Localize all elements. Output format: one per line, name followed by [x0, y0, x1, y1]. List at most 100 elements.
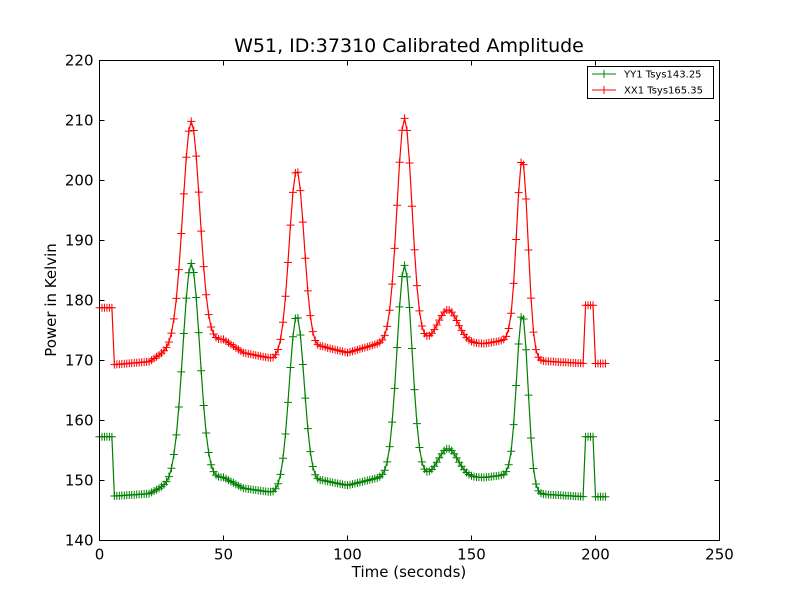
y-axis-label: Power in Kelvin	[42, 243, 60, 357]
series-xx1	[95, 114, 610, 369]
legend-label-yy1: YY1 Tsys143.25	[623, 70, 702, 81]
y-tick-label: 220	[65, 52, 94, 70]
data-point	[395, 158, 404, 167]
data-point	[395, 302, 404, 311]
data-point	[455, 321, 464, 330]
data-point	[601, 359, 610, 368]
data-point	[288, 332, 297, 341]
data-point	[296, 186, 305, 195]
data-point	[390, 384, 399, 393]
x-tick-label: 100	[333, 546, 362, 564]
data-point	[524, 245, 533, 254]
y-tick-label: 170	[65, 352, 94, 370]
data-point	[179, 329, 188, 338]
data-point	[452, 453, 461, 462]
data-point	[512, 381, 521, 390]
data-point	[393, 201, 402, 210]
data-point	[306, 311, 315, 320]
data-point	[417, 321, 426, 330]
y-tick-label: 200	[65, 172, 94, 190]
data-point	[529, 464, 538, 473]
data-point	[281, 292, 290, 301]
y-tick-label: 140	[65, 532, 94, 550]
data-point	[174, 402, 183, 411]
data-point	[519, 160, 528, 169]
data-point	[522, 345, 531, 354]
data-point	[403, 126, 412, 135]
data-point	[452, 316, 461, 325]
data-point	[207, 323, 216, 332]
data-point	[579, 492, 588, 501]
data-point	[378, 335, 387, 344]
data-point	[288, 188, 297, 197]
data-point	[380, 331, 389, 340]
data-point	[192, 293, 201, 302]
data-point	[410, 245, 419, 254]
data-point	[432, 321, 441, 330]
y-tick-label: 180	[65, 292, 94, 310]
data-point	[274, 479, 283, 488]
data-point	[519, 315, 528, 324]
data-point	[301, 254, 310, 263]
data-point	[522, 194, 531, 203]
data-point	[417, 457, 426, 466]
data-point	[507, 447, 516, 456]
data-point	[529, 328, 538, 337]
series-yy1	[95, 259, 610, 501]
data-point	[311, 336, 320, 345]
data-point	[407, 344, 416, 353]
data-point	[199, 401, 208, 410]
data-point	[407, 202, 416, 211]
data-point	[531, 345, 540, 354]
data-point	[430, 462, 439, 471]
data-point	[457, 326, 466, 335]
data-point	[187, 259, 196, 268]
data-point	[296, 330, 305, 339]
data-point	[286, 221, 295, 230]
data-point	[197, 366, 206, 375]
data-point	[514, 339, 523, 348]
legend: YY1 Tsys143.25 XX1 Tsys165.35	[587, 66, 714, 99]
data-point	[207, 460, 216, 469]
data-point	[527, 434, 536, 443]
x-axis-label: Time (seconds)	[351, 563, 467, 581]
data-point	[281, 429, 290, 438]
data-point	[405, 158, 414, 167]
data-point	[455, 458, 464, 467]
data-point	[504, 324, 513, 333]
data-point	[283, 398, 292, 407]
data-point	[174, 265, 183, 274]
x-tick-label: 0	[95, 546, 105, 564]
data-point	[403, 272, 412, 281]
data-point	[412, 281, 421, 290]
x-tick-label: 200	[581, 546, 610, 564]
data-point	[308, 462, 317, 471]
data-point	[527, 294, 536, 303]
data-point	[107, 303, 116, 312]
x-tick-label: 50	[214, 546, 233, 564]
data-point	[589, 432, 598, 441]
data-point	[405, 303, 414, 312]
data-point	[579, 359, 588, 368]
data-point	[283, 258, 292, 267]
data-point	[308, 327, 317, 336]
legend-label-xx1: XX1 Tsys165.35	[624, 86, 703, 97]
data-point	[204, 310, 213, 319]
data-point	[383, 322, 392, 331]
legend-box	[587, 66, 714, 99]
data-point	[169, 450, 178, 459]
data-point	[385, 442, 394, 451]
data-point	[301, 394, 310, 403]
data-point	[531, 480, 540, 489]
data-point	[450, 311, 459, 320]
data-point	[199, 262, 208, 271]
x-tick-label: 250	[705, 546, 734, 564]
data-point	[303, 286, 312, 295]
data-point	[184, 127, 193, 136]
data-point	[450, 449, 459, 458]
data-point	[400, 114, 409, 123]
data-point	[192, 152, 201, 161]
data-point	[589, 301, 598, 310]
data-point	[169, 314, 178, 323]
data-point	[167, 464, 176, 473]
